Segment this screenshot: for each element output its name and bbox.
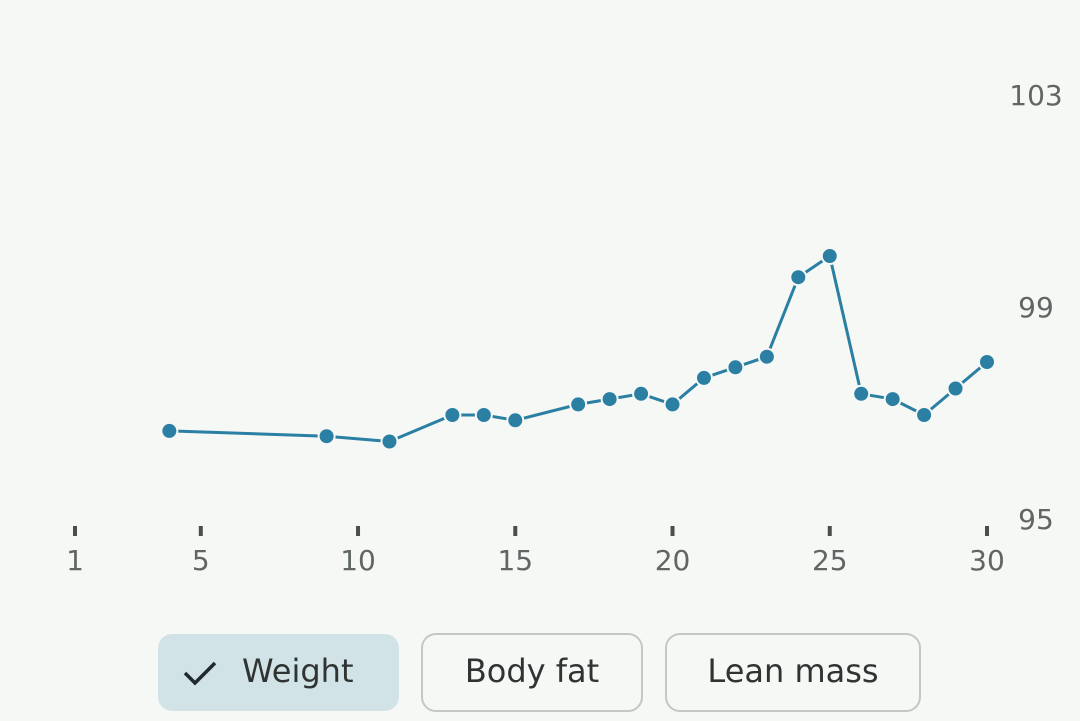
y-tick-label: 99 [1018, 291, 1054, 324]
x-tick-label: 15 [497, 544, 533, 577]
point [569, 395, 588, 414]
chip-background [421, 633, 643, 712]
x-tick-label: 5 [192, 544, 210, 577]
chip-background [158, 634, 399, 711]
point [317, 427, 336, 446]
filter-chip[interactable]: Body fat [421, 633, 643, 712]
point [726, 358, 745, 377]
x-tick-label: 1 [66, 544, 84, 577]
point [978, 353, 996, 371]
chip-label: Body fat [465, 652, 599, 690]
filter-chip[interactable]: Lean mass [665, 633, 921, 712]
x-tick-label: 25 [812, 544, 848, 577]
point [160, 421, 179, 440]
chip-background [665, 633, 921, 712]
y-tick-label: 95 [1018, 503, 1054, 536]
point [789, 268, 808, 287]
x-tick-label: 10 [340, 544, 376, 577]
x-tick-label: 30 [969, 544, 1005, 577]
point [443, 406, 462, 424]
point [600, 390, 619, 409]
point [757, 347, 776, 366]
x-tick-label: 20 [655, 544, 691, 577]
y-tick-label: 103 [1009, 79, 1062, 112]
point [474, 406, 493, 424]
point [380, 432, 399, 451]
point [883, 390, 902, 409]
point [946, 379, 965, 398]
chip-label: Weight [242, 652, 353, 690]
point [820, 247, 839, 265]
point [852, 384, 871, 403]
line [169, 253, 988, 444]
chip-label: Lean mass [707, 652, 878, 690]
point [632, 384, 651, 403]
point [506, 411, 525, 430]
point [694, 368, 713, 387]
filter-chip[interactable]: Weight [158, 634, 399, 711]
point [915, 406, 934, 424]
point [663, 395, 682, 414]
check-icon [183, 661, 217, 686]
